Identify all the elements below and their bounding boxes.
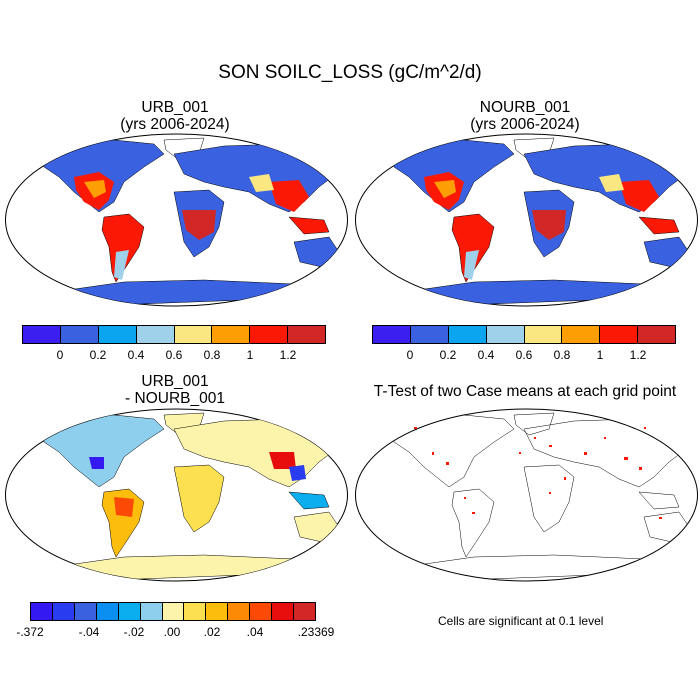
- land-asia-warm: [599, 174, 624, 192]
- colorbar-diff-tick: -.04: [78, 625, 100, 639]
- land-north-america: [41, 414, 165, 488]
- colorbar-urb-tick: 0.2: [89, 348, 107, 362]
- map-urb: [5, 133, 348, 307]
- colorbar-swatch: [74, 603, 97, 620]
- colorbar-diff: [30, 602, 316, 621]
- land-africa: [173, 464, 225, 533]
- colorbar-swatch: [486, 326, 525, 343]
- colorbar-swatch: [294, 603, 315, 620]
- colorbar-swatch: [524, 326, 563, 343]
- panel-urb-title: URB_001 (yrs 2006-2024): [40, 99, 310, 133]
- colorbar-swatch: [638, 326, 675, 343]
- colorbar-nourb: [372, 325, 676, 344]
- colorbar-swatch: [184, 603, 207, 620]
- colorbar-swatch: [212, 326, 251, 343]
- colorbar-urb-tick: 1.2: [279, 348, 297, 362]
- panel-diff-title: URB_001 - NOURB_001: [40, 373, 310, 407]
- land-se-asia: [638, 216, 680, 235]
- land-na-neg: [89, 457, 104, 469]
- land-sa-cool: [114, 250, 129, 280]
- outline-south-america: [451, 488, 495, 558]
- colorbar-nourb-tick: 0: [406, 348, 414, 362]
- colorbar-swatch: [23, 326, 61, 343]
- map-nourb: [355, 133, 698, 307]
- land-se-asia: [288, 491, 330, 510]
- colorbar-urb-tick: 0.6: [165, 348, 183, 362]
- colorbar-urb-tick: 0.4: [127, 348, 145, 362]
- colorbar-swatch: [96, 603, 119, 620]
- land-na-warm: [434, 180, 456, 198]
- colorbar-urb-tick: 0.8: [203, 348, 221, 362]
- colorbar-swatch: [162, 603, 185, 620]
- land-na-warm: [84, 180, 106, 198]
- panel-diff-subtitle: - NOURB_001: [125, 390, 225, 407]
- land-africa-hot: [532, 210, 566, 240]
- colorbar-swatch: [448, 326, 487, 343]
- land-se-asia: [288, 216, 330, 235]
- colorbar-nourb-tick: 1: [596, 348, 604, 362]
- colorbar-urb-tick: 1: [246, 348, 254, 362]
- colorbar-swatch: [373, 326, 411, 343]
- colorbar-diff-tick: .04: [246, 625, 264, 639]
- panel-nourb-name: NOURB_001: [479, 99, 571, 116]
- outline-north-america: [391, 414, 515, 488]
- colorbar-nourb-tick: 0.6: [515, 348, 533, 362]
- colorbar-swatch: [272, 603, 295, 620]
- figure-title: SON SOILC_LOSS (gC/m^2/d): [218, 62, 482, 83]
- colorbar-swatch: [136, 326, 175, 343]
- panel-ttest-title: T-Test of two Case means at each grid po…: [350, 383, 700, 400]
- land-asia-pos: [269, 452, 296, 469]
- colorbar-swatch: [52, 603, 75, 620]
- colorbar-diff-tick: -.372: [16, 625, 44, 639]
- outline-se-asia: [638, 491, 680, 510]
- panel-urb-years: (yrs 2006-2024): [120, 116, 230, 133]
- colorbar-nourb-tick: 0.2: [439, 348, 457, 362]
- panel-urb-name: URB_001: [141, 99, 209, 116]
- land-africa-hot: [182, 210, 216, 240]
- colorbar-urb: [22, 325, 326, 344]
- map-ttest: [355, 408, 698, 582]
- outline-greenland: [513, 412, 555, 436]
- colorbar-swatch: [140, 603, 163, 620]
- colorbar-nourb-tick: 1.2: [629, 348, 647, 362]
- land-sa-pos: [114, 497, 134, 517]
- significance-note: Cells are significant at 0.1 level: [438, 614, 604, 628]
- colorbar-swatch: [31, 603, 53, 620]
- colorbar-swatch: [60, 326, 99, 343]
- panel-nourb-title: NOURB_001 (yrs 2006-2024): [390, 99, 660, 133]
- land-asia-hot: [269, 180, 309, 212]
- colorbar-swatch: [288, 326, 325, 343]
- colorbar-swatch: [250, 326, 289, 343]
- colorbar-diff-tick: -.02: [123, 625, 145, 639]
- colorbar-swatch: [228, 603, 251, 620]
- panel-ttest-name: T-Test of two Case means at each grid po…: [373, 383, 677, 400]
- outline-africa: [523, 464, 575, 533]
- panel-diff-name: URB_001: [141, 373, 209, 390]
- colorbar-diff-tick: .02: [203, 625, 221, 639]
- colorbar-swatch: [98, 326, 137, 343]
- colorbar-swatch: [118, 603, 141, 620]
- land-sa-cool: [464, 250, 479, 280]
- significant-cells: [414, 427, 662, 519]
- colorbar-nourb-tick: 0.4: [477, 348, 495, 362]
- panel-nourb-years: (yrs 2006-2024): [470, 116, 580, 133]
- colorbar-swatch: [206, 603, 229, 620]
- land-asia-hot: [619, 180, 659, 212]
- colorbar-nourb-tick: 0.8: [553, 348, 571, 362]
- colorbar-urb-tick: 0: [56, 348, 64, 362]
- land-asia-warm: [249, 174, 274, 192]
- colorbar-swatch: [250, 603, 273, 620]
- land-asia-neg: [289, 465, 306, 481]
- colorbar-swatch: [410, 326, 449, 343]
- colorbar-diff-tick: .00: [163, 625, 181, 639]
- colorbar-swatch: [562, 326, 601, 343]
- colorbar-swatch: [600, 326, 639, 343]
- colorbar-swatch: [174, 326, 213, 343]
- map-difference: [5, 408, 348, 582]
- colorbar-diff-tick: .23369: [297, 625, 335, 639]
- land-south-america: [101, 488, 145, 558]
